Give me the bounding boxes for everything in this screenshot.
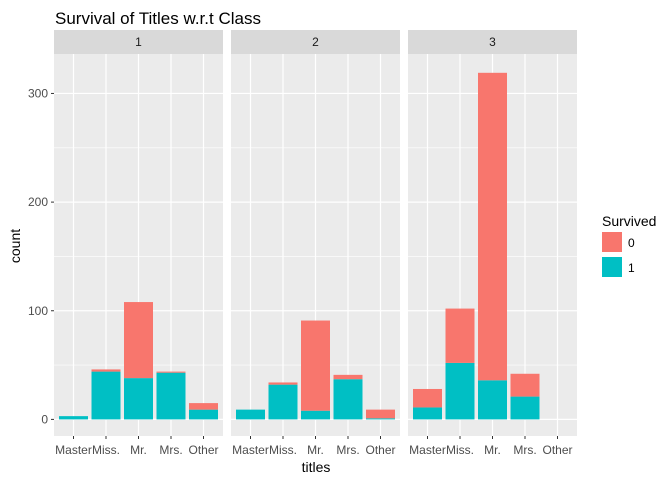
bar-survived-1-other bbox=[189, 409, 218, 420]
bar-survived-0-mr bbox=[301, 320, 330, 411]
bar-survived-1-miss bbox=[445, 362, 475, 420]
bar-survived-1-master bbox=[413, 407, 442, 420]
chart-title: Survival of Titles w.r.t Class bbox=[55, 9, 261, 28]
y-axis-title: count bbox=[7, 229, 23, 263]
bar-survived-1-mr bbox=[301, 410, 330, 420]
bar-survived-1-mr bbox=[478, 380, 507, 420]
bar-survived-0-mrs bbox=[333, 374, 363, 380]
y-tick-label: 0 bbox=[41, 412, 48, 426]
bar-survived-0-mr bbox=[478, 72, 507, 381]
bar-survived-1-miss bbox=[268, 384, 298, 420]
legend-key-1 bbox=[602, 257, 622, 277]
bar-survived-1-mr bbox=[124, 378, 153, 420]
x-tick-label: Master bbox=[55, 443, 92, 457]
x-axis-title: titles bbox=[302, 459, 331, 475]
bar-survived-1-other bbox=[366, 418, 395, 420]
bar-survived-0-miss bbox=[268, 382, 298, 385]
facet-panel-1: 1 Master Miss. Mr. Mrs. Other bbox=[54, 30, 223, 457]
facet-strip-label: 3 bbox=[489, 35, 496, 49]
bar-survived-0-mr bbox=[124, 302, 153, 379]
bar-survived-1-master bbox=[236, 409, 265, 420]
bar-survived-0-miss bbox=[445, 308, 475, 363]
x-tick-label: Miss. bbox=[446, 443, 474, 457]
x-tick-label: Other bbox=[188, 443, 218, 457]
x-tick-label: Mrs. bbox=[336, 443, 359, 457]
facet-strip bbox=[231, 30, 400, 54]
y-tick-label: 200 bbox=[28, 195, 48, 209]
x-tick-label: Mr. bbox=[130, 443, 147, 457]
legend: Survived 0 1 bbox=[602, 213, 656, 277]
facet-panel-3: 3 Master Miss. Mr. Mrs. Other bbox=[408, 30, 577, 457]
bar-survived-0-master bbox=[413, 388, 442, 408]
facet-strip bbox=[54, 30, 223, 54]
x-tick-label: Miss. bbox=[92, 443, 120, 457]
bar-survived-0-miss bbox=[91, 369, 121, 372]
legend-key-0 bbox=[602, 232, 622, 252]
x-tick-label: Mr. bbox=[484, 443, 501, 457]
bar-survived-1-mrs bbox=[333, 379, 363, 420]
x-tick-label: Master bbox=[409, 443, 446, 457]
bar-survived-1-miss bbox=[91, 371, 121, 420]
x-tick-label: Miss. bbox=[269, 443, 297, 457]
facet-panel-2: 2 Master Miss. Mr. Mrs. Other bbox=[231, 30, 400, 457]
facet-strip-label: 1 bbox=[135, 35, 142, 49]
bar-survived-1-mrs bbox=[156, 372, 186, 420]
legend-label-0: 0 bbox=[628, 236, 635, 250]
x-tick-label: Mrs. bbox=[513, 443, 536, 457]
y-tick-label: 300 bbox=[28, 86, 48, 100]
x-tick-label: Master bbox=[232, 443, 269, 457]
facet-strip bbox=[408, 30, 577, 54]
x-tick-label: Mr. bbox=[307, 443, 324, 457]
bar-survived-0-mrs bbox=[156, 371, 186, 373]
x-tick-label: Mrs. bbox=[159, 443, 182, 457]
bar-survived-0-mrs bbox=[510, 373, 540, 397]
x-tick-label: Other bbox=[365, 443, 395, 457]
bar-survived-0-other bbox=[366, 409, 395, 419]
x-tick-label: Other bbox=[542, 443, 572, 457]
legend-label-1: 1 bbox=[628, 261, 635, 275]
y-tick-label: 100 bbox=[28, 304, 48, 318]
legend-title: Survived bbox=[602, 213, 656, 229]
facet-strip-label: 2 bbox=[312, 35, 319, 49]
bar-survived-0-other bbox=[189, 403, 218, 410]
bar-survived-1-master bbox=[59, 416, 88, 420]
bar-survived-1-mrs bbox=[510, 396, 540, 420]
